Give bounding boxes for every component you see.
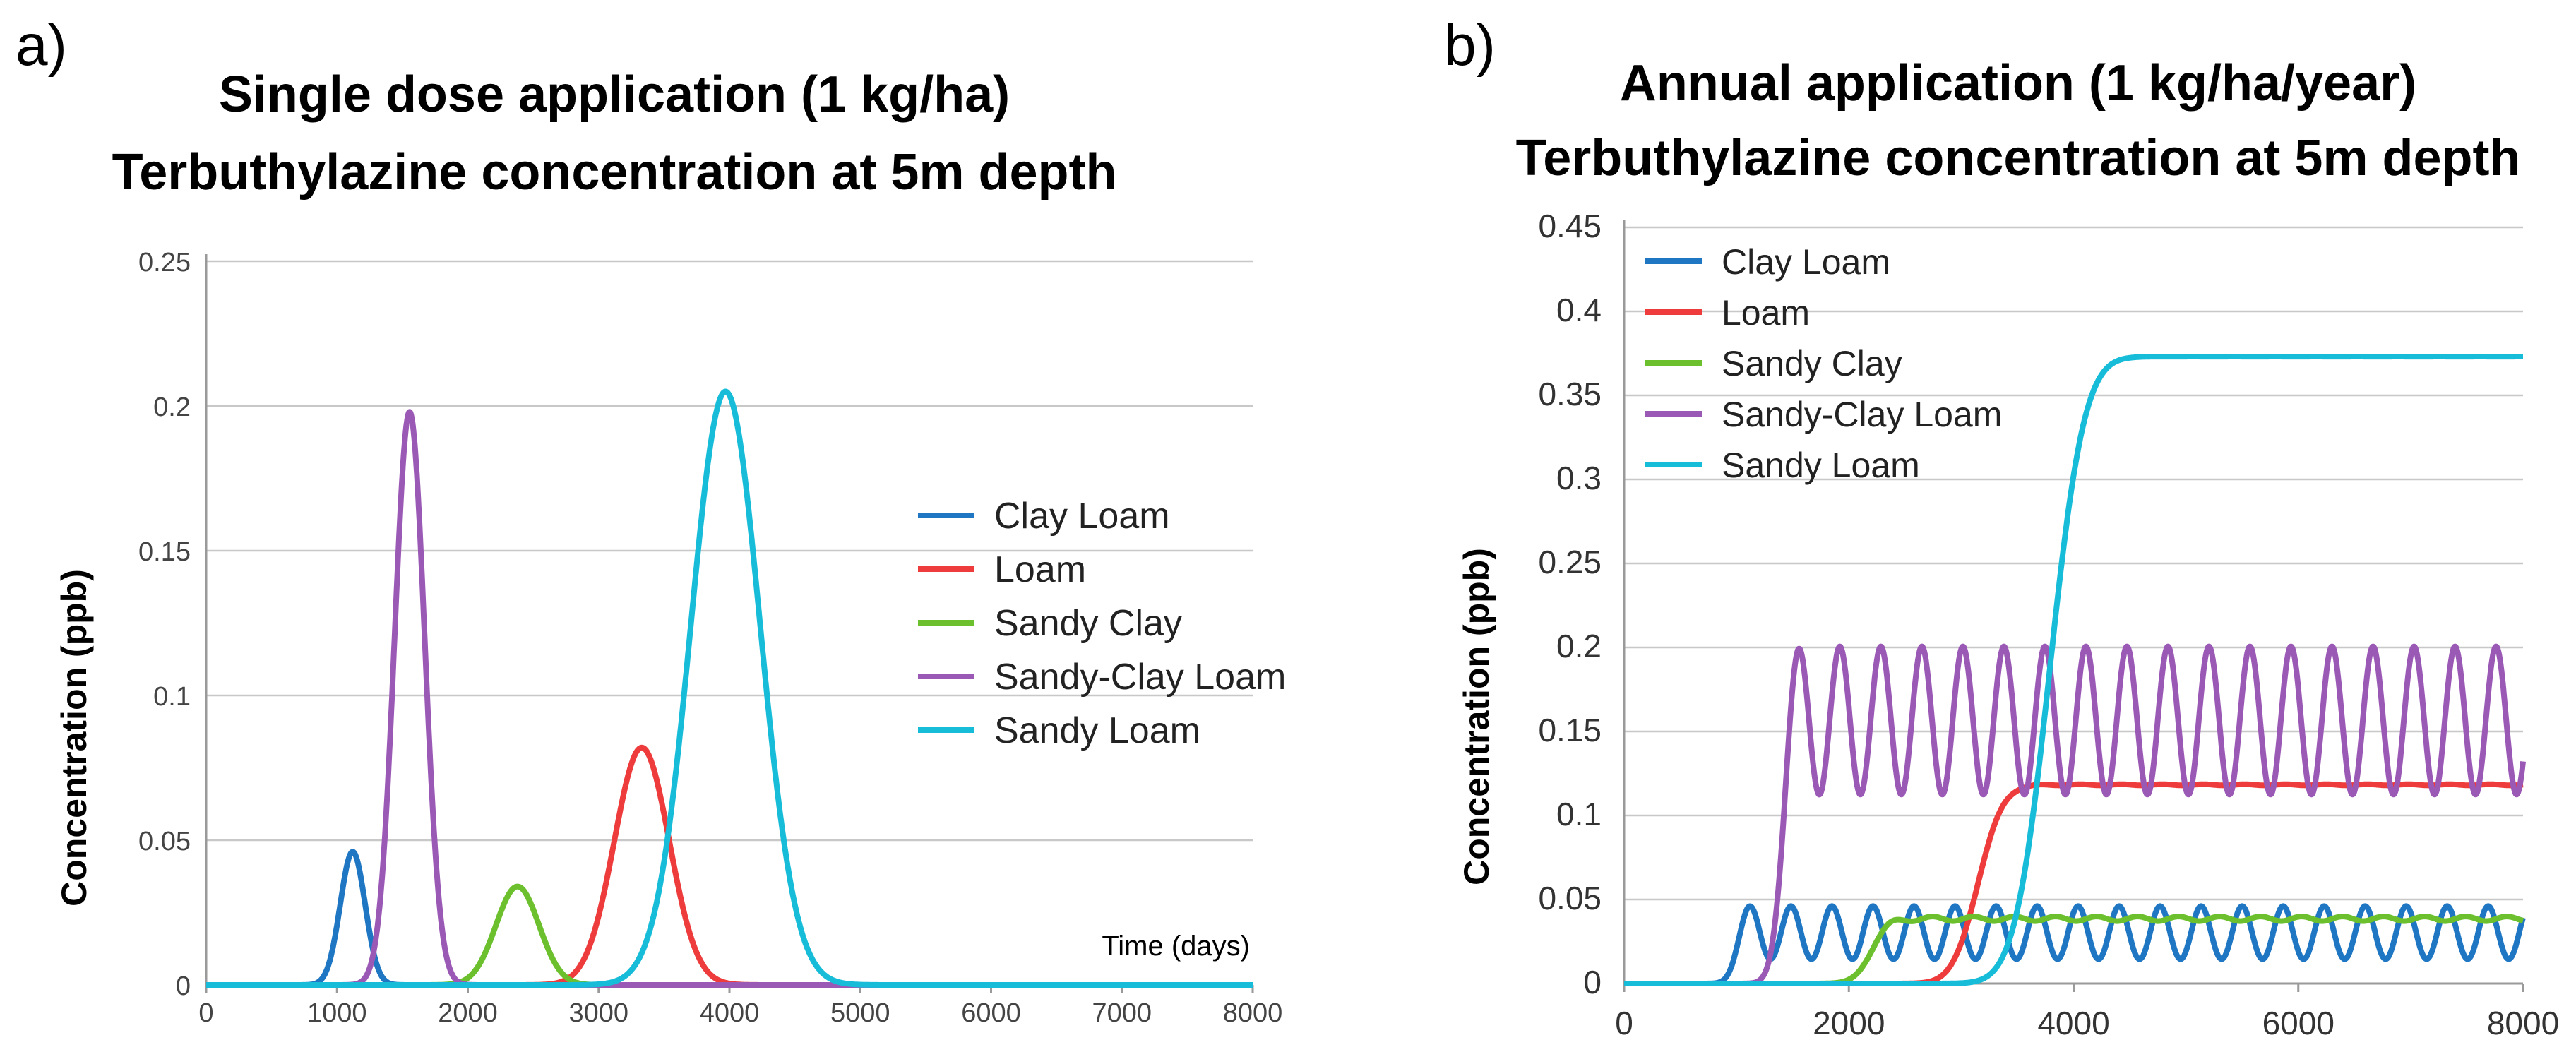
panel-b-x-tick-label: 2000 [1813, 1005, 1885, 1041]
panel-a-x-ticks: 0 1000 2000 3000 4000 5000 6000 7000 8000 [198, 985, 1282, 1028]
panel-a-series-clay-loam [203, 849, 1256, 988]
panel-b-legend-label-sandy-loam: Sandy Loam [1722, 446, 1920, 485]
panel-a-x-tick-label: 0 [198, 998, 213, 1028]
panel-b-x-tick-label: 6000 [2262, 1005, 2334, 1041]
panel-b-legend-label-sandy-clay: Sandy Clay [1722, 344, 1902, 383]
panel-a-x-tick-label: 1000 [307, 998, 367, 1028]
panel-a-y-ticks: 0 0.05 0.1 0.15 0.2 0.25 [138, 248, 191, 1001]
panel-a-y-tick-label: 0 [176, 972, 191, 1001]
panel-b-y-tick-label: 0.4 [1556, 292, 1602, 328]
panel-b-legend-label-clay-loam: Clay Loam [1722, 242, 1890, 282]
panel-a-x-tick-label: 4000 [700, 998, 760, 1028]
panel-b-x-tick-label: 4000 [2037, 1005, 2109, 1041]
panel-a-title: Single dose application (1 kg/ha) [219, 66, 1010, 123]
panel-a-legend-label-sandy-clay-loam: Sandy-Clay Loam [994, 657, 1286, 698]
panel-b-x-tick-label: 0 [1615, 1005, 1633, 1041]
panel-b-y-axis-label: Concentration (ppb) [1457, 548, 1496, 885]
panel-a-subtitle: Terbuthylazine concentration at 5m depth [112, 144, 1117, 201]
panel-b-y-tick-label: 0.35 [1538, 376, 1602, 412]
panel-a-legend-label-sandy-clay: Sandy Clay [994, 603, 1182, 644]
panel-b-y-tick-label: 0.15 [1538, 712, 1602, 748]
panel-a-x-tick-label: 5000 [830, 998, 890, 1028]
panel-a-y-tick-label: 0.1 [153, 682, 191, 712]
panel-b-y-tick-label: 0.45 [1538, 208, 1602, 244]
panel-a-x-tick-label: 8000 [1223, 998, 1283, 1028]
panel-b-y-tick-label: 0.3 [1556, 460, 1602, 496]
panel-a-series-loam [203, 744, 1256, 988]
panel-b-series [1621, 354, 2526, 986]
panel-a-x-axis-label: Time (days) [1102, 931, 1250, 962]
panel-a-series-sandy-loam [203, 388, 1256, 988]
panel-b-legend-label-sandy-clay-loam: Sandy-Clay Loam [1722, 395, 2002, 434]
panel-b-y-tick-label: 0.2 [1556, 628, 1602, 664]
panel-b-y-tick-label: 0.25 [1538, 544, 1602, 580]
panel-b-x-ticks: 0 2000 4000 6000 8000 [1615, 984, 2559, 1041]
panel-a-legend-label-sandy-loam: Sandy Loam [994, 710, 1200, 751]
panel-a-y-tick-label: 0.05 [138, 827, 191, 856]
panel-b-series-sandy-clay-loam [1621, 643, 2526, 986]
panel-a-y-tick-label: 0.2 [153, 393, 191, 422]
panel-a-series [203, 388, 1256, 988]
panel-b-subtitle: Terbuthylazine concentration at 5m depth [1516, 130, 2521, 186]
panel-b-y-ticks: 0 0.05 0.1 0.15 0.2 0.25 0.3 0.35 0.4 0.45 [1538, 208, 1602, 1000]
panel-b-y-tick-label: 0.1 [1556, 796, 1602, 832]
panel-a-chart: a) Single dose application (1 kg/ha) Ter… [16, 13, 1286, 1028]
panel-a-x-tick-label: 6000 [961, 998, 1021, 1028]
panel-a-y-axis-label: Concentration (ppb) [54, 569, 94, 907]
panel-a-label: a) [16, 13, 67, 78]
panel-b-x-tick-label: 8000 [2487, 1005, 2559, 1041]
panel-b-legend-label-loam: Loam [1722, 293, 1810, 333]
panel-b-series-clay-loam [1621, 903, 2526, 986]
panel-b-label: b) [1444, 13, 1496, 78]
panel-a-legend-label-clay-loam: Clay Loam [994, 496, 1170, 537]
panel-a-x-tick-label: 7000 [1092, 998, 1152, 1028]
panel-b-y-tick-label: 0 [1583, 964, 1602, 1000]
panel-a-y-tick-label: 0.15 [138, 537, 191, 567]
panel-a-legend: Clay Loam Loam Sandy Clay Sandy-Clay Loam Sa… [918, 496, 1286, 751]
panel-a-x-tick-label: 3000 [568, 998, 628, 1028]
panel-a-x-tick-label: 2000 [438, 998, 498, 1028]
panel-b-legend: Clay Loam Loam Sandy Clay Sandy-Clay Loam Sa… [1645, 242, 2002, 485]
panel-a-y-tick-label: 0.25 [138, 248, 191, 277]
panel-b-y-tick-label: 0.05 [1538, 880, 1602, 916]
panel-b-title: Annual application (1 kg/ha/year) [1620, 55, 2416, 112]
panel-b-series-sandy-loam [1621, 354, 2526, 986]
panel-a-legend-label-loam: Loam [994, 549, 1086, 590]
panel-b-gridlines [1623, 220, 2523, 985]
panel-b-chart: b) Annual application (1 kg/ha/year) Ter… [1444, 13, 2559, 1041]
